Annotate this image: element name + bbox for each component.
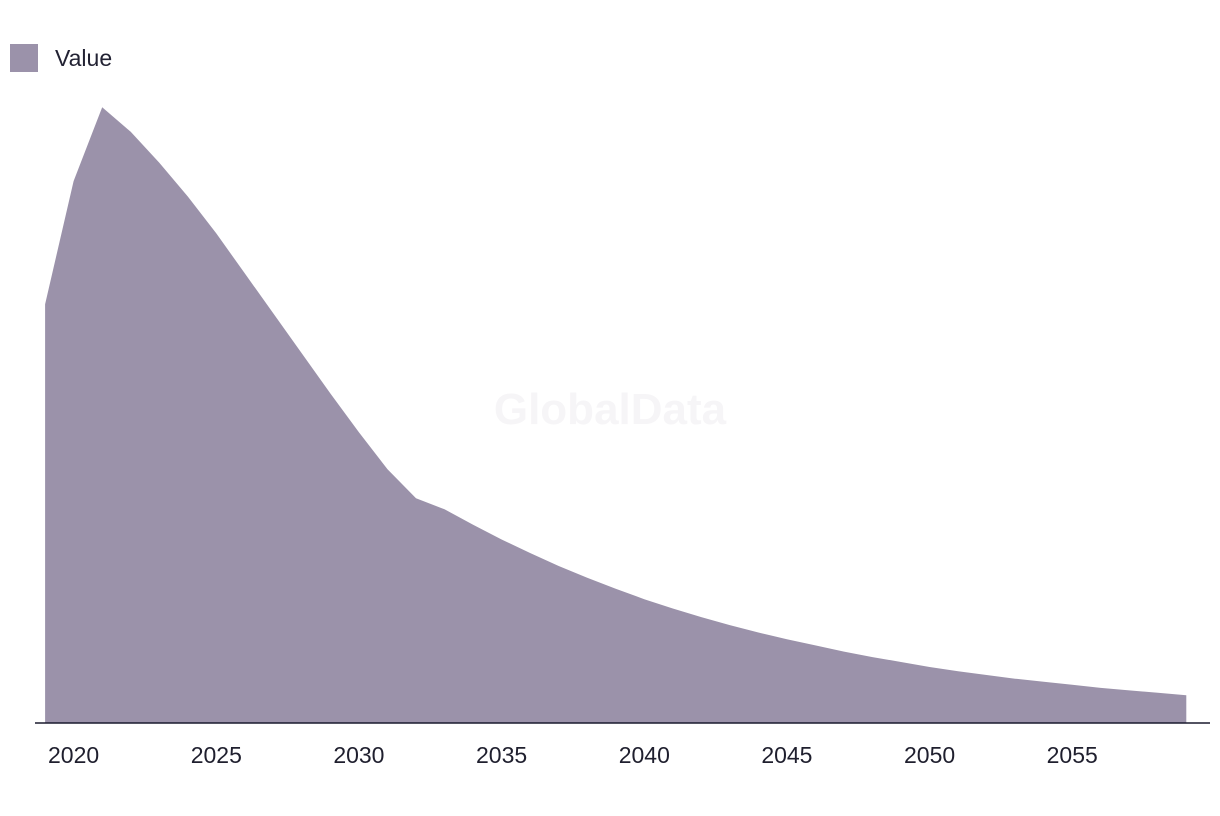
series-layer — [45, 107, 1187, 723]
legend-swatch — [10, 44, 38, 72]
x-tick-label: 2025 — [191, 742, 242, 768]
legend-label: Value — [55, 44, 113, 71]
x-axis-ticks: 2020 2025 2030 2035 2040 2045 2050 2055 — [48, 742, 1098, 768]
x-tick-label: 2035 — [476, 742, 527, 768]
x-tick-label: 2045 — [761, 742, 812, 768]
x-tick-label: 2050 — [904, 742, 955, 768]
x-tick-label: 2030 — [333, 742, 384, 768]
x-tick-label: 2040 — [619, 742, 670, 768]
watermark: GlobalData — [494, 385, 727, 434]
x-tick-label: 2055 — [1047, 742, 1098, 768]
legend: Value — [10, 44, 112, 72]
area-series-value — [45, 107, 1187, 723]
x-tick-label: 2020 — [48, 742, 99, 768]
